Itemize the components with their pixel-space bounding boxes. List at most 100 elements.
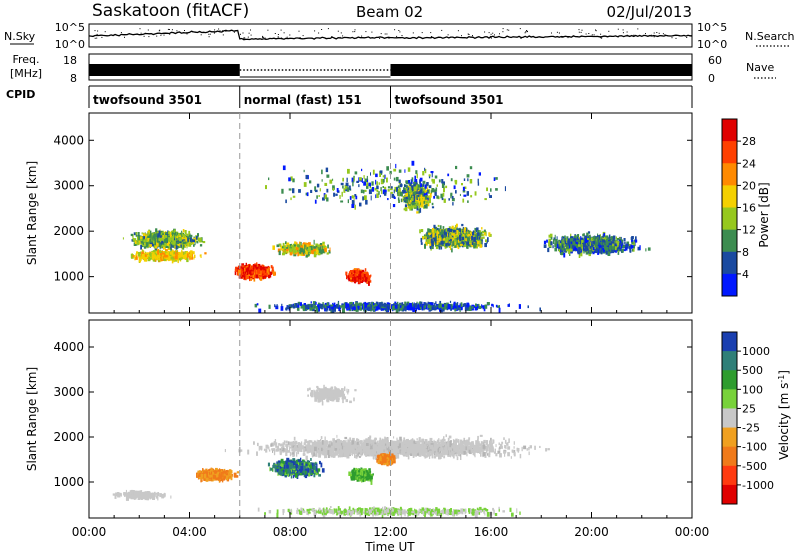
noise-search-point: [244, 37, 245, 39]
power-pixel: [451, 248, 453, 253]
noise-search-point: [578, 29, 580, 31]
power-pixel: [307, 249, 310, 253]
power-pixel: [176, 241, 180, 244]
power-pixel: [149, 230, 152, 234]
power-pixel: [143, 246, 147, 249]
power-pixel: [242, 274, 244, 277]
power-pixel: [277, 248, 281, 253]
power-pixel: [152, 253, 154, 258]
power-pixel: [132, 238, 135, 241]
power-pixel: [635, 236, 637, 240]
power-pixel: [272, 245, 275, 250]
power-pixel: [177, 258, 179, 264]
power-pixel: [438, 245, 441, 250]
noise-search-point: [595, 30, 597, 32]
power-pixel: [138, 238, 141, 244]
noise-search-point: [525, 31, 527, 33]
power-pixel: [311, 249, 315, 255]
power-pixel: [447, 243, 451, 246]
power-pixel: [576, 234, 580, 239]
power-pixel: [345, 271, 348, 276]
freq-block: [390, 64, 692, 76]
power-pixel: [449, 240, 452, 246]
noise-search-point: [499, 33, 500, 35]
power-pixel: [163, 237, 166, 241]
power-pixel: [174, 235, 177, 239]
noise-search-point: [156, 35, 158, 37]
power-pixel: [471, 242, 474, 245]
freq-left-tick-top: 18: [63, 54, 77, 67]
power-pixel: [444, 234, 446, 239]
power-pixel: [451, 227, 453, 230]
noise-search-point: [214, 29, 216, 31]
power-pixel: [429, 241, 432, 246]
power-pixel: [177, 232, 179, 236]
noise-search-point: [396, 35, 398, 37]
power-pixel: [349, 276, 353, 280]
power-pixel: [188, 233, 191, 238]
noise-search-point: [235, 30, 237, 32]
power-pixel: [145, 237, 148, 242]
power-pixel: [452, 229, 456, 233]
power-pixel: [361, 273, 364, 278]
power-pixel: [433, 224, 436, 230]
power-pixel: [456, 230, 458, 235]
power-pixel: [265, 266, 268, 272]
noise-search-point: [622, 29, 624, 31]
power-pixel: [192, 251, 195, 255]
power-pixel: [244, 274, 246, 277]
power-pixel: [145, 233, 147, 236]
power-pixel: [570, 233, 572, 237]
power-pixel: [141, 232, 143, 235]
power-pixel: [443, 241, 445, 244]
power-pixel: [289, 250, 293, 256]
power-pixel: [190, 234, 193, 238]
power-pixel: [367, 279, 370, 283]
noise-search-point: [488, 32, 490, 34]
noise-search-point: [339, 36, 341, 38]
power-pixel: [148, 238, 152, 243]
power-pixel: [186, 244, 188, 249]
power-pixel: [465, 227, 468, 232]
power-pixel: [159, 243, 161, 249]
power-pixel: [461, 229, 463, 234]
power-pixel: [546, 239, 548, 243]
power-pixel: [142, 254, 145, 259]
power-pixel: [475, 234, 478, 239]
noise-search-point: [637, 28, 639, 30]
power-pixel: [624, 241, 626, 245]
power-pixel: [153, 245, 156, 249]
noise-search-point: [468, 34, 470, 35]
power-pixel: [234, 268, 238, 272]
power-pixel: [300, 241, 302, 247]
power-pixel: [135, 232, 138, 235]
power-pixel: [483, 229, 486, 234]
power-pixel: [351, 270, 354, 274]
power-pixel: [420, 242, 423, 245]
noise-search-point: [520, 38, 522, 39]
power-pixel: [355, 273, 357, 278]
power-pixel: [162, 252, 165, 255]
power-pixel: [480, 237, 483, 242]
power-pixel: [478, 232, 482, 238]
power-pixel: [251, 271, 254, 274]
power-pixel: [587, 231, 591, 234]
power-pixel: [431, 244, 434, 250]
power-pixel: [165, 249, 168, 252]
power-pixel: [481, 233, 484, 236]
power-pixel: [315, 249, 319, 253]
power-pixel: [424, 243, 426, 249]
noise-search-point: [96, 37, 98, 39]
power-pixel: [167, 230, 169, 234]
power-pixel: [157, 250, 160, 255]
power-pixel: [303, 242, 306, 245]
noise-search-point: [526, 30, 528, 31]
power-pixel: [131, 254, 134, 259]
power-pixel: [173, 237, 175, 242]
noise-search-point: [342, 35, 344, 37]
power-pixel: [463, 243, 466, 248]
power-pixel: [132, 255, 135, 258]
power-pixel: [192, 239, 195, 243]
noise-search-point: [277, 34, 279, 35]
cpid-segment-label: twofsound 3501: [395, 93, 504, 107]
